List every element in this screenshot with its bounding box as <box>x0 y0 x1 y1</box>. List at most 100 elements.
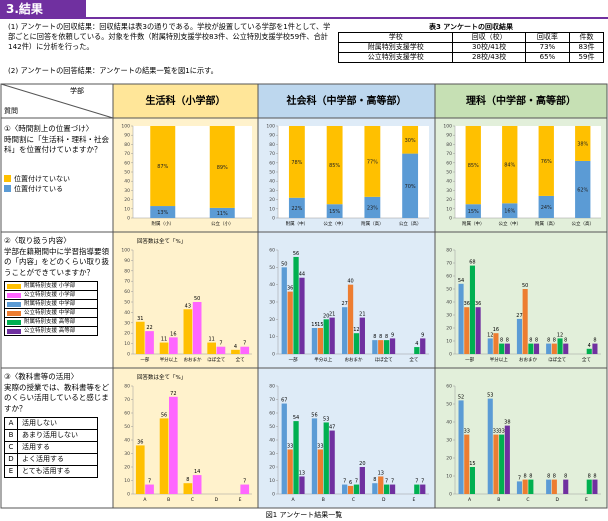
data-label: 33 <box>498 429 504 435</box>
y-tick-label: 30 <box>124 320 130 326</box>
y-tick-label: 20 <box>446 456 452 462</box>
y-tick-label: 60 <box>124 411 130 417</box>
data-label: 38 <box>504 420 510 426</box>
data-label: 44 <box>299 272 305 278</box>
y-tick-label: 100 <box>121 124 130 130</box>
x-tick-label: B <box>497 497 500 503</box>
data-label: 15 <box>469 461 475 467</box>
x-tick-label: 公立（中） <box>499 220 522 227</box>
data-label: 7 <box>355 479 358 485</box>
y-tick-label: 30 <box>124 188 130 194</box>
y-tick-label: 40 <box>124 179 130 185</box>
legend-swatch <box>7 293 21 298</box>
bar <box>231 350 240 354</box>
y-tick-label: 60 <box>269 248 275 254</box>
legend-label: 公立特別支援 高等部 <box>24 327 75 335</box>
y-tick-label: 0 <box>272 216 275 222</box>
y-tick-label: 10 <box>446 339 452 345</box>
x-tick-label: 附属（中） <box>462 220 485 227</box>
y-tick-label: 90 <box>124 133 130 139</box>
column-title: 生活科（小学部） <box>146 94 226 107</box>
bar <box>299 476 304 494</box>
legend-swatch <box>7 302 21 307</box>
data-label: 8 <box>535 338 538 344</box>
bar <box>193 475 202 494</box>
data-label: 9 <box>391 332 394 338</box>
data-label: 8 <box>373 477 376 483</box>
bar <box>354 333 359 354</box>
y-tick-label: 90 <box>269 133 275 139</box>
y-tick-label: 10 <box>446 206 452 212</box>
legend-label: 附属特別支援 高等部 <box>24 318 75 326</box>
y-tick-label: 70 <box>269 151 275 157</box>
data-label: 13 <box>299 470 305 476</box>
bar <box>324 422 329 494</box>
data-label: 36 <box>475 301 481 307</box>
bar <box>592 344 597 354</box>
rule <box>0 17 608 19</box>
corner-label: 質問 <box>4 106 18 116</box>
y-tick-label: 40 <box>269 438 275 444</box>
data-label: 11 <box>208 337 214 343</box>
y-tick-label: 30 <box>446 438 452 444</box>
y-tick-label: 50 <box>446 287 452 293</box>
x-tick-label: ほぼ全て <box>548 356 566 363</box>
bar <box>558 338 563 354</box>
y-tick-label: 10 <box>269 478 275 484</box>
y-tick-label: 10 <box>446 474 452 480</box>
y-tick-label: 40 <box>446 420 452 426</box>
data-label: 68 <box>469 260 475 266</box>
y-tick-label: 20 <box>124 197 130 203</box>
bar <box>193 302 202 354</box>
y-tick-label: 50 <box>269 170 275 176</box>
y-tick-label: 70 <box>124 279 130 285</box>
data-label: 52 <box>458 394 464 400</box>
option-text: とても活用する <box>18 466 70 477</box>
table-title: 表3 アンケートの回収結果 <box>338 22 604 32</box>
y-tick-label: 0 <box>272 352 275 358</box>
data-label: 8 <box>564 474 567 480</box>
option: Eとても活用する <box>4 465 98 478</box>
bar <box>488 399 493 494</box>
y-tick-label: 50 <box>446 402 452 408</box>
bar <box>342 307 347 354</box>
x-tick-label: D <box>382 497 386 503</box>
data-label: 11% <box>217 211 228 217</box>
y-tick-label: 20 <box>269 317 275 323</box>
td: 公立特別支援学校 <box>339 53 453 63</box>
bar <box>372 483 377 494</box>
x-tick-label: D <box>215 497 219 503</box>
bar <box>288 292 293 354</box>
x-tick-label: 半分以上 <box>314 356 332 363</box>
data-label: 22 <box>146 325 152 331</box>
legend-label: 公立特別支援 中学部 <box>24 309 75 317</box>
y-tick-label: 30 <box>269 188 275 194</box>
bar <box>470 467 475 494</box>
th: 回収（校） <box>453 33 525 43</box>
legend-swatch <box>4 185 11 192</box>
data-label: 4 <box>588 343 591 349</box>
data-label: 8 <box>524 474 527 480</box>
option-key: A <box>5 418 18 429</box>
y-tick-label: 60 <box>446 160 452 166</box>
bar <box>420 338 425 354</box>
bar <box>348 285 353 354</box>
x-tick-label: おおまか <box>519 356 537 363</box>
data-label: 56 <box>161 412 167 418</box>
legend-item: 公立特別支援 高等部 <box>4 326 98 336</box>
data-label: 8 <box>564 338 567 344</box>
bar <box>470 266 475 354</box>
bar <box>390 338 395 354</box>
legend-label: 附属特別支援 中学部 <box>24 300 75 308</box>
bar <box>299 278 304 354</box>
data-label: 8 <box>588 474 591 480</box>
page: 生活科（小学部）社会科（中学部・高等部）理科（中学部・高等部）010203040… <box>0 0 608 521</box>
data-label: 67 <box>281 398 287 404</box>
bar <box>384 485 389 494</box>
y-tick-label: 40 <box>124 438 130 444</box>
bar <box>523 289 528 354</box>
td: 28校/43校 <box>453 53 525 63</box>
data-label: 13% <box>157 210 168 216</box>
y-tick-label: 70 <box>446 151 452 157</box>
data-label: 36 <box>287 286 293 292</box>
